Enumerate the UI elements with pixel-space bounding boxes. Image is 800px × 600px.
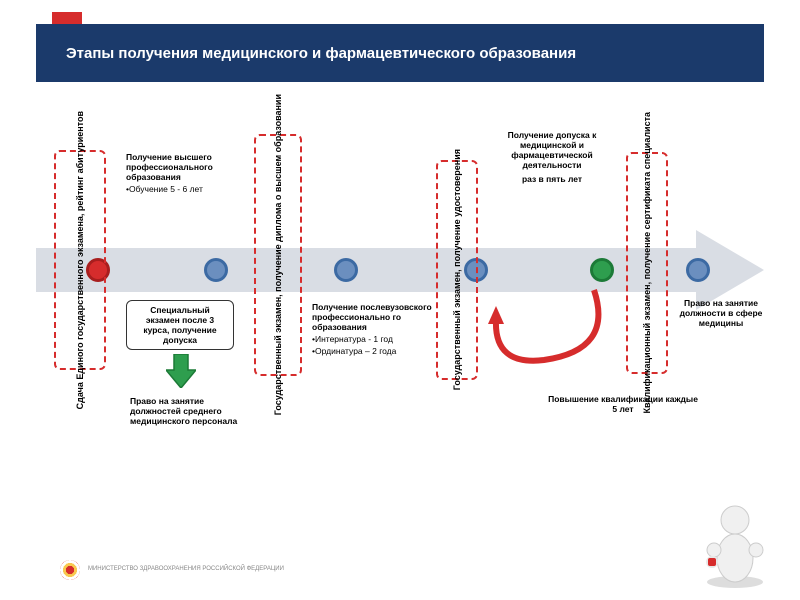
- stage1-label: Сдача Единого государственного экзамена,…: [75, 111, 85, 409]
- emblem-icon: [60, 560, 80, 580]
- page-title: Этапы получения медицинского и фармацевт…: [66, 45, 576, 62]
- stage4-text: Получение послевузовского профессиональн…: [312, 302, 432, 356]
- stage3-box: Государственный экзамен, получение дипло…: [254, 134, 302, 376]
- figure-icon: [700, 500, 770, 590]
- stage1-box: Сдача Единого государственного экзамена,…: [54, 150, 106, 370]
- node-5: [590, 258, 614, 282]
- stage5-box: Государственный экзамен, получение удост…: [436, 160, 478, 380]
- stage2-alt-box: Специальный экзамен после 3 курса, получ…: [126, 300, 234, 350]
- stage2-alt-text: Специальный экзамен после 3 курса, получ…: [143, 305, 216, 345]
- stage4-title: Получение послевузовского профессиональн…: [312, 302, 432, 332]
- node-2: [204, 258, 228, 282]
- loop-arrow-icon: [484, 280, 624, 380]
- stage7-label: Квалификационный экзамен, получение серт…: [642, 112, 652, 414]
- node-3: [334, 258, 358, 282]
- footer-text: МИНИСТЕРСТВО ЗДРАВООХРАНЕНИЯ РОССИЙСКОЙ …: [88, 566, 284, 573]
- stage4-sub1: •Интернатура - 1 год: [312, 334, 432, 344]
- stage8-text: Право на занятие должности в сфере медиц…: [676, 298, 766, 328]
- flow-diagram: Сдача Единого государственного экзамена,…: [36, 130, 764, 490]
- stage2-sub: •Обучение 5 - 6 лет: [126, 184, 246, 194]
- stage3-label: Государственный экзамен, получение дипло…: [273, 94, 283, 415]
- down-arrow-icon: [166, 354, 196, 388]
- header-accent: [52, 12, 82, 24]
- stage7-box: Квалификационный экзамен, получение серт…: [626, 152, 668, 374]
- node-6: [686, 258, 710, 282]
- footer: МИНИСТЕРСТВО ЗДРАВООХРАНЕНИЯ РОССИЙСКОЙ …: [60, 560, 284, 580]
- stage6-text: Получение допуска к медицинской и фармац…: [486, 130, 618, 184]
- stage2-title: Получение высшего профессионального обра…: [126, 152, 246, 182]
- stage5-label: Государственный экзамен, получение удост…: [452, 149, 462, 390]
- loop-text: Повышение квалификации каждые 5 лет: [548, 394, 698, 414]
- stage4-sub2: •Ординатура – 2 года: [312, 346, 432, 356]
- stage6-sub: раз в пять лет: [486, 174, 618, 184]
- header: Этапы получения медицинского и фармацевт…: [36, 24, 764, 82]
- stage2-text: Получение высшего профессионального обра…: [126, 152, 246, 194]
- stage2-right-text: Право на занятие должностей среднего мед…: [130, 396, 250, 426]
- stage6-title: Получение допуска к медицинской и фармац…: [486, 130, 618, 170]
